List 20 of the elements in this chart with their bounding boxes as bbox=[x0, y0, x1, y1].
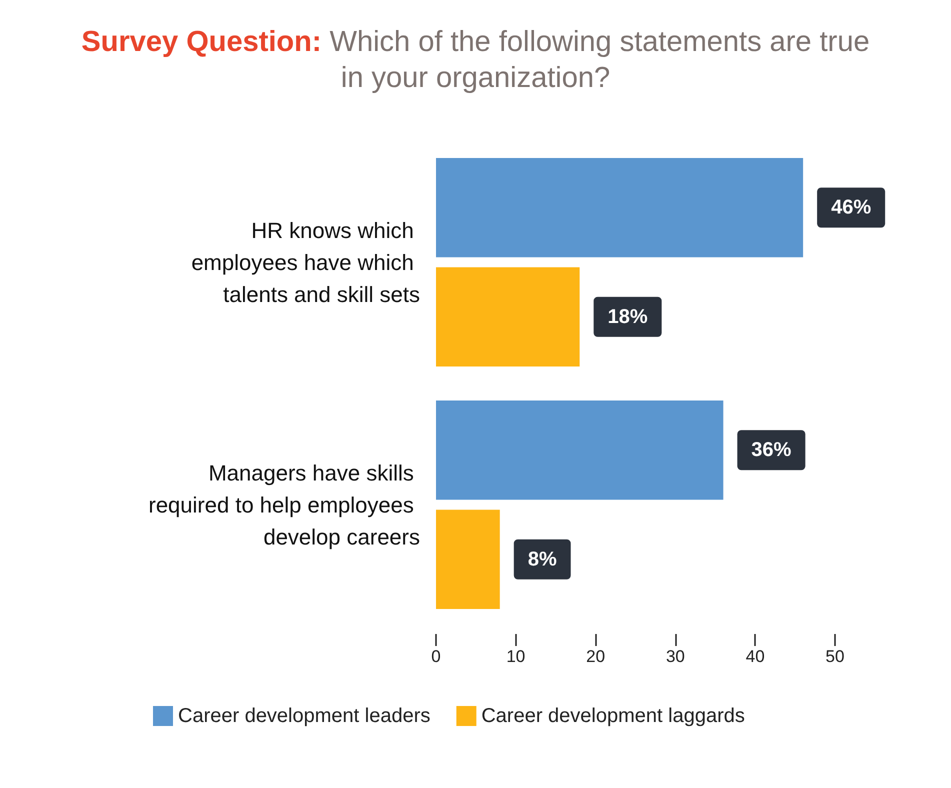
x-tick-label: 0 bbox=[431, 647, 441, 666]
x-tick-label: 50 bbox=[826, 647, 844, 666]
y-tick-label: HR knows which employees have which talents and skill sets bbox=[191, 218, 420, 307]
chart-subtitle: Which of the following statements are true in your organization? bbox=[330, 26, 870, 94]
data-label: 46% bbox=[831, 196, 872, 219]
data-label: 36% bbox=[751, 439, 792, 462]
data-label: 8% bbox=[528, 548, 557, 570]
data-label: 18% bbox=[608, 306, 648, 328]
x-tick-label: 30 bbox=[666, 647, 685, 666]
x-tick-label: 10 bbox=[506, 647, 526, 666]
x-tick-label: 40 bbox=[746, 647, 765, 666]
bar bbox=[436, 158, 804, 258]
bar bbox=[436, 510, 500, 610]
x-tick-label: 20 bbox=[586, 647, 606, 666]
legend-label: Career development leaders bbox=[178, 705, 430, 727]
bar bbox=[436, 400, 724, 500]
y-tick-label: Managers have skills required to help employees develop careers bbox=[148, 460, 420, 550]
legend-label: Career development laggards bbox=[481, 705, 745, 727]
text: Survey Question: bbox=[81, 26, 322, 58]
bar bbox=[436, 267, 580, 367]
